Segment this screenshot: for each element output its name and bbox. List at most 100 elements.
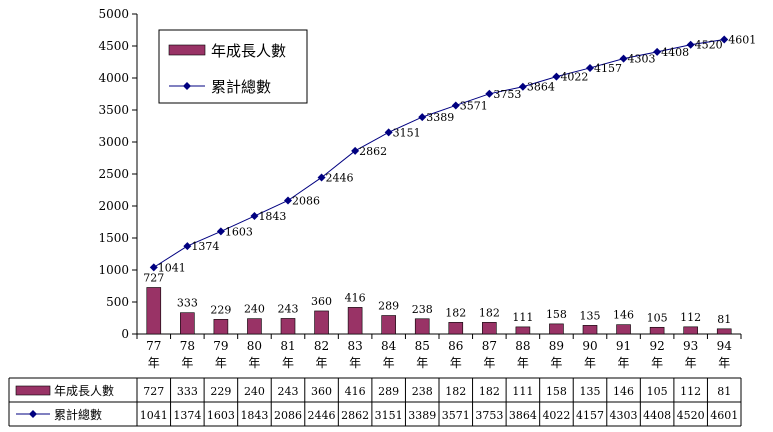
x-tick-label-num: 80: [247, 339, 262, 353]
table-cell: 182: [479, 385, 500, 398]
line-data-label: 1843: [258, 210, 286, 223]
table-cell: 2086: [274, 409, 302, 422]
line-point: [183, 242, 192, 251]
line-data-label: 1374: [191, 240, 219, 253]
legend-bar-swatch: [168, 44, 206, 56]
table-diamond-marker: [29, 410, 37, 418]
x-tick-label-unit: 年: [651, 356, 663, 370]
x-tick-label-num: 94: [717, 339, 733, 353]
line-point: [653, 47, 662, 56]
line-data-label: 4408: [661, 46, 689, 59]
bar: [247, 318, 262, 335]
y-tick-label: 5000: [98, 7, 129, 21]
table-cell: 333: [177, 385, 198, 398]
bar: [616, 324, 631, 335]
y-tick-label: 4500: [98, 39, 129, 53]
x-tick-label-unit: 年: [450, 356, 462, 370]
x-tick-label-unit: 年: [248, 356, 260, 370]
line-point: [317, 173, 326, 182]
table-cell: 3389: [408, 409, 436, 422]
legend-box: [158, 29, 308, 104]
table-cell: 105: [647, 385, 668, 398]
line-point: [586, 63, 594, 72]
x-tick-label-num: 77: [146, 339, 161, 353]
bar: [649, 326, 665, 335]
table-cell: 4408: [643, 409, 671, 422]
table-cell: 3864: [509, 409, 537, 422]
x-tick-label-unit: 年: [215, 356, 227, 370]
table-row-header: 年成長人數: [54, 384, 114, 398]
line-point: [686, 40, 695, 49]
x-tick-label-num: 84: [381, 339, 397, 353]
table-cell: 146: [613, 385, 634, 398]
table-cell: 111: [512, 385, 533, 398]
table-bar-key: [15, 385, 51, 396]
table-cell: 416: [345, 385, 366, 398]
table-cell: 4157: [576, 409, 604, 422]
bar: [482, 322, 497, 335]
x-tick-label-num: 93: [683, 339, 698, 353]
x-tick-label-num: 82: [314, 339, 329, 353]
table-cell: 243: [278, 385, 299, 398]
bar-data-label: 111: [512, 311, 533, 324]
line-data-label: 3571: [460, 99, 488, 112]
x-tick-label-num: 91: [616, 339, 631, 353]
line-point: [619, 54, 628, 63]
line-data-label: 2862: [359, 145, 387, 158]
bar: [515, 326, 531, 335]
x-tick-label-unit: 年: [148, 356, 160, 370]
bar-data-label: 81: [717, 313, 731, 326]
bar: [683, 326, 698, 335]
bar: [280, 318, 296, 335]
plot-area: 0 500 1000 1500 2000 2500 3000 3500 4000 4500 5000…: [98, 7, 756, 370]
x-tick-label-unit: 年: [517, 356, 529, 370]
bar: [213, 319, 229, 335]
line-point: [216, 227, 225, 236]
x-tick-label-num: 85: [415, 339, 430, 353]
table-cell: 135: [580, 385, 601, 398]
x-tick-label-num: 78: [180, 339, 195, 353]
x-tick-label-num: 89: [549, 339, 564, 353]
y-tick-label: 4000: [98, 71, 129, 85]
x-tick-label-num: 88: [515, 339, 530, 353]
bar: [448, 322, 464, 335]
bar: [347, 307, 363, 335]
x-tick-label-unit: 年: [483, 356, 495, 370]
bar-data-label: 229: [210, 303, 231, 316]
legend-label: 累計總數: [211, 78, 271, 96]
table-cell: 229: [210, 385, 231, 398]
bar: [582, 325, 598, 335]
table-cell: 238: [412, 385, 433, 398]
line-point: [149, 263, 158, 272]
bar: [314, 310, 329, 335]
x-tick-label-unit: 年: [416, 356, 428, 370]
line-data-label: 4303: [628, 53, 656, 66]
bar-data-label: 238: [412, 303, 433, 316]
line-point: [351, 146, 360, 155]
table-cell: 4303: [610, 409, 638, 422]
table-cell: 3753: [475, 409, 503, 422]
y-tick-label: 2500: [98, 167, 129, 181]
bar-data-label: 727: [143, 271, 164, 284]
line-data-label: 3151: [393, 126, 421, 139]
bar-data-label: 289: [378, 300, 399, 313]
y-tick-label: 1500: [98, 231, 129, 245]
line-data-label: 4157: [594, 62, 622, 75]
x-tick-label-unit: 年: [316, 356, 328, 370]
table-cell: 1843: [240, 409, 268, 422]
legend-label: 年成長人數: [211, 42, 286, 60]
line-data-label: 1041: [158, 261, 186, 274]
x-tick-label-unit: 年: [550, 356, 562, 370]
bar: [549, 323, 564, 335]
y-tick-label: 1000: [98, 263, 129, 277]
line-point: [284, 196, 292, 205]
bar: [146, 287, 162, 335]
bar-data-label: 182: [479, 306, 500, 319]
table-cell: 112: [680, 385, 701, 398]
bar-data-label: 105: [647, 311, 668, 324]
bar-data-label: 112: [680, 311, 701, 324]
line-data-label: 4601: [728, 34, 756, 47]
x-tick-label-unit: 年: [181, 356, 193, 370]
